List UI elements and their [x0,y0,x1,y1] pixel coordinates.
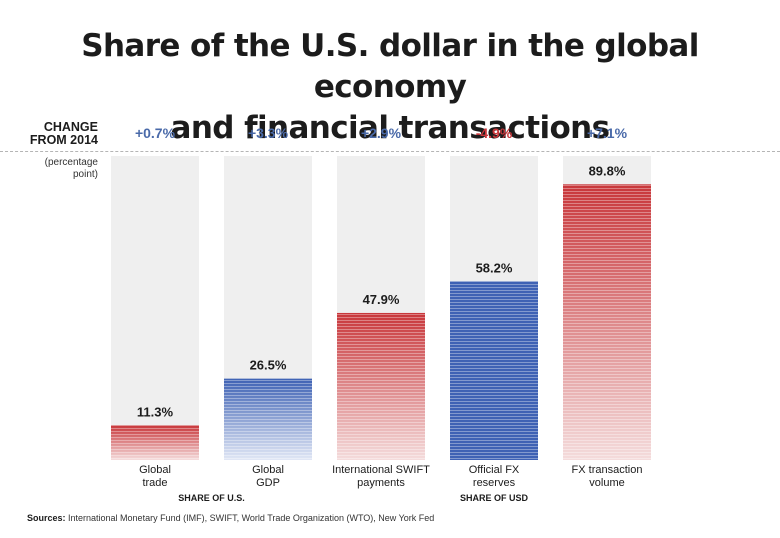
change-unit-line-1: (percentage [44,157,98,168]
category-label-3-line-1: International SWIFT [332,464,430,476]
category-label-4-line-2: reserves [473,477,516,489]
group-label-2: SHARE OF USD [460,493,529,503]
change-label-2: +3.3% [248,125,289,141]
value-label-1: 11.3% [137,404,174,419]
change-unit-note: (percentage point) [14,157,98,181]
category-label-1-line-2: trade [142,477,167,489]
category-label-1-line-1: Global [139,464,171,476]
change-label-4: -4.9% [476,125,513,141]
category-label-5-line-2: volume [589,477,624,489]
category-label-3-line-2: payments [357,477,405,489]
category-label-4-line-1: Official FX [469,464,520,476]
bar-stripes-1 [111,425,199,460]
category-label-5-line-1: FX transaction [572,464,643,476]
bar-stripes-5 [563,184,651,460]
category-label-2-line-2: GDP [256,477,280,489]
change-divider-line [0,151,780,152]
source-text: International Monetary Fund (IMF), SWIFT… [65,513,435,523]
source-label: Sources: [27,513,66,523]
value-label-3: 47.9% [363,292,400,307]
chart-title: Share of the U.S. dollar in the global e… [0,26,780,149]
change-header-line-1: CHANGE [43,120,98,134]
change-label-5: +7.1% [587,125,628,141]
source-note: Sources: International Monetary Fund (IM… [27,513,434,523]
bar-stripes-2 [224,378,312,460]
group-label-1: SHARE OF U.S. [178,493,245,503]
change-label-3: +2.9% [361,125,402,141]
bar-stripes-4 [450,281,538,460]
title-line-1: Share of the U.S. dollar in the global e… [81,28,699,105]
change-unit-line-2: point) [72,169,98,180]
category-label-2-line-1: Global [252,464,284,476]
value-label-5: 89.8% [589,163,626,178]
bar-stripes-3 [337,312,425,460]
change-header-line-2: FROM 2014 [29,133,98,147]
change-label-1: +0.7% [135,125,176,141]
title-line-2: and financial transactions [170,110,611,146]
bar-background-1 [111,156,199,460]
value-label-2: 26.5% [250,358,287,373]
value-label-4: 58.2% [476,260,513,275]
change-header: CHANGE FROM 2014 [14,121,98,147]
